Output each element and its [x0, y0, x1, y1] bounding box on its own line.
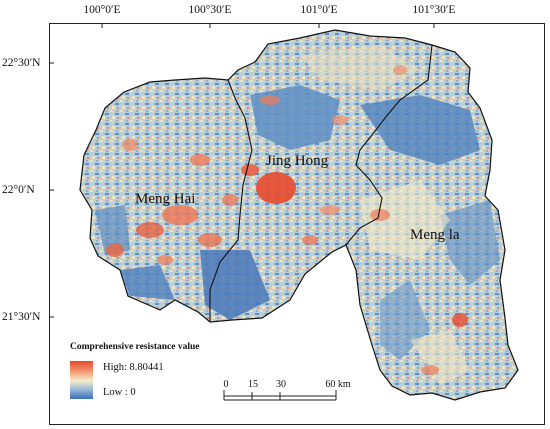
prefecture-boundary — [79, 29, 519, 401]
longitude-label-100-30: 100°30′E — [188, 4, 232, 16]
latitude-label-21-30: 21°30′N — [2, 311, 41, 323]
latitude-label-22-30: 22°30′N — [2, 57, 41, 69]
legend-title: Comprehensive resistance value — [70, 342, 200, 352]
scale-label-30: 30 — [276, 379, 286, 390]
region-label-meng-la: Meng la — [410, 227, 460, 243]
region-label-jing-hong: Jing Hong — [266, 153, 329, 169]
legend-color-ramp — [70, 361, 93, 399]
region-label-meng-hai: Meng Hai — [135, 191, 196, 207]
county-boundary-menghai-jinghong — [209, 79, 253, 322]
scale-label-15: 15 — [248, 379, 258, 390]
longitude-label-100-0: 100°0′E — [83, 4, 121, 16]
county-boundary-jinghong-mengla — [345, 44, 433, 246]
legend-high-label: High: 8.80441 — [103, 362, 164, 373]
scale-bar — [223, 390, 337, 401]
legend-low-label: Low : 0 — [103, 387, 136, 398]
scale-label-0: 0 — [223, 379, 229, 390]
scale-label-60km: 60 km — [325, 379, 351, 390]
graticule-ticks — [49, 23, 435, 318]
latitude-label-22-0: 22°0′N — [2, 184, 35, 196]
longitude-label-101-30: 101°30′E — [412, 4, 456, 16]
longitude-label-101-0: 101°0′E — [300, 4, 338, 16]
